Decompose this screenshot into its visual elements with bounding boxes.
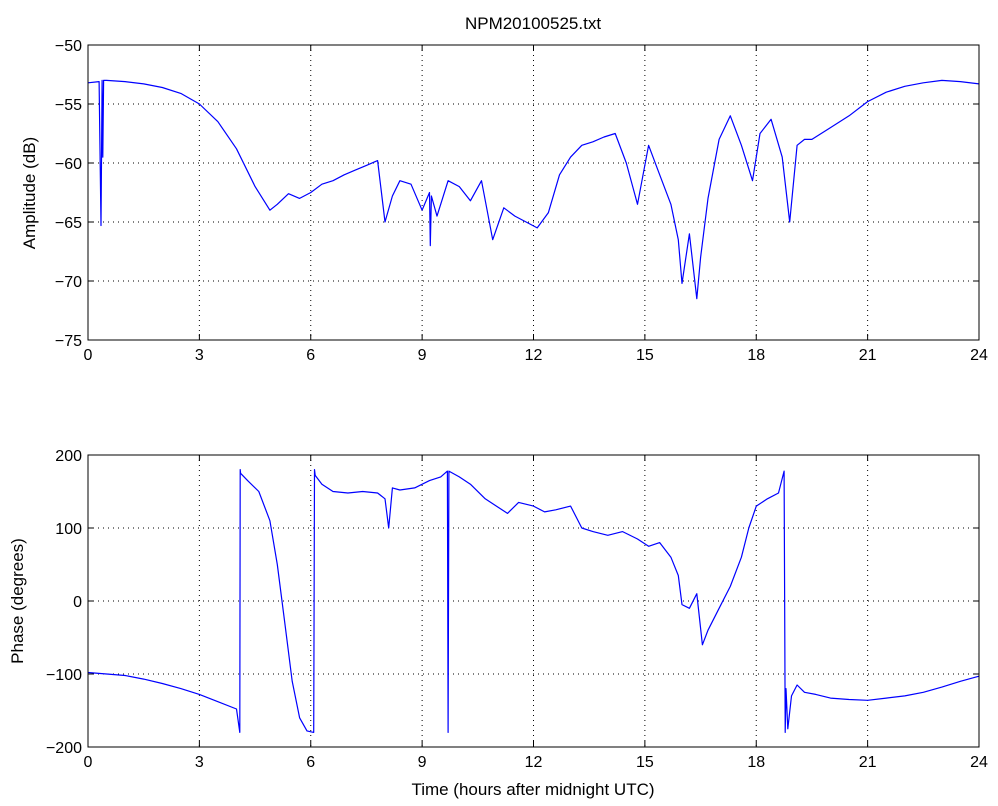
- y-tick-label: −200: [46, 740, 82, 757]
- x-tick-label: 18: [747, 347, 765, 364]
- y-tick-label: −75: [55, 333, 82, 350]
- y-tick-label: 200: [55, 448, 82, 465]
- x-tick-label: 15: [636, 347, 654, 364]
- y-tick-label: −55: [55, 97, 82, 114]
- x-tick-label: 24: [970, 754, 988, 771]
- x-tick-label: 12: [525, 754, 543, 771]
- x-tick-label: 6: [306, 347, 315, 364]
- x-axis-label: Time (hours after midnight UTC): [411, 780, 654, 799]
- x-tick-label: 3: [195, 754, 204, 771]
- x-tick-label: 21: [859, 754, 877, 771]
- y-axis-label-amplitude: Amplitude (dB): [20, 137, 39, 249]
- x-tick-label: 0: [84, 754, 93, 771]
- y-tick-label: −65: [55, 215, 82, 232]
- y-tick-label: −70: [55, 274, 82, 291]
- x-tick-label: 18: [747, 754, 765, 771]
- y-tick-label: 100: [55, 521, 82, 538]
- x-tick-label: 21: [859, 347, 877, 364]
- y-tick-label: −100: [46, 667, 82, 684]
- y-tick-label: 0: [73, 594, 82, 611]
- x-tick-label: 3: [195, 347, 204, 364]
- x-tick-label: 0: [84, 347, 93, 364]
- x-tick-label: 6: [306, 754, 315, 771]
- phase-plot: Phase (degrees) Time (hours after midnig…: [8, 448, 988, 799]
- x-tick-label: 9: [418, 754, 427, 771]
- y-tick-label: −60: [55, 156, 82, 173]
- x-tick-label: 15: [636, 754, 654, 771]
- x-tick-label: 24: [970, 347, 988, 364]
- chart-title: NPM20100525.txt: [465, 14, 601, 33]
- y-axis-label-phase: Phase (degrees): [8, 538, 27, 664]
- series-line-0: [87, 469, 980, 733]
- x-tick-label: 9: [418, 347, 427, 364]
- amplitude-plot: NPM20100525.txt Amplitude (dB) 0 3 6 9 12 15 1…: [20, 14, 988, 364]
- y-tick-label: −50: [55, 38, 82, 55]
- x-tick-label: 12: [525, 347, 543, 364]
- series-line-0: [87, 79, 980, 300]
